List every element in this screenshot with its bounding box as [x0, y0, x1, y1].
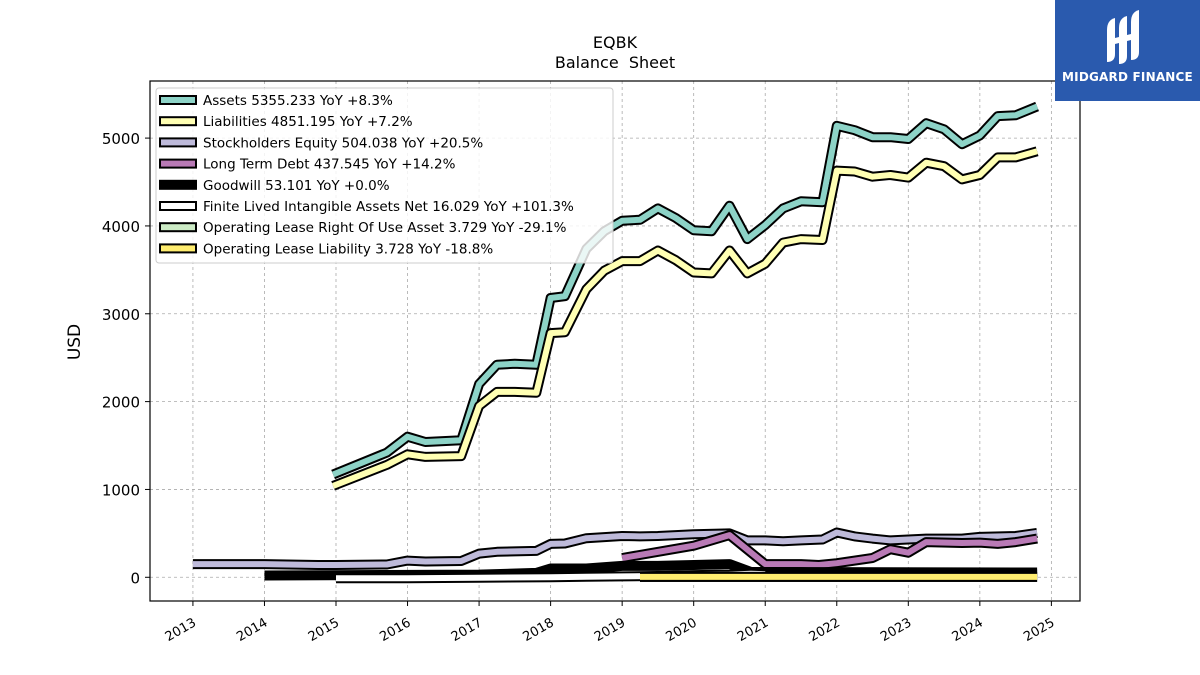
series-line — [332, 148, 1038, 489]
plot-frame — [149, 80, 1081, 602]
legend-label: Operating Lease Right Of Use Asset 3.729… — [203, 220, 567, 236]
legend-swatch — [159, 137, 197, 148]
legend-swatch — [159, 158, 197, 169]
x-tick-label: 2024 — [950, 615, 986, 645]
y-axis-label: USD — [65, 324, 85, 360]
legend-swatch — [159, 179, 197, 190]
legend-swatch — [159, 243, 197, 254]
legend-label: Assets 5355.233 YoY +8.3% — [203, 93, 393, 109]
x-tick-label: 2013 — [163, 615, 199, 645]
legend-label: Goodwill 53.101 YoY +0.0% — [203, 178, 390, 194]
series-line — [621, 532, 1038, 568]
series-0 — [331, 101, 1039, 480]
x-tick-label: 2025 — [1021, 615, 1057, 645]
y-tick-label: 5000 — [102, 130, 140, 148]
legend-item: Goodwill 53.101 YoY +0.0% — [159, 178, 390, 194]
legend-label: Long Term Debt 437.545 YoY +14.2% — [203, 157, 456, 173]
legend-label: Operating Lease Liability 3.728 YoY -18.… — [203, 241, 493, 257]
chart-subtitle: Balance Sheet — [555, 53, 675, 72]
legend-item: Liabilities 4851.195 YoY +7.2% — [159, 114, 413, 130]
series-layer — [192, 101, 1039, 584]
legend-swatch — [159, 222, 197, 233]
x-tick-label: 2020 — [664, 615, 700, 645]
chart-title: EQBK — [593, 33, 638, 52]
x-tick-label: 2019 — [592, 615, 628, 645]
brand-name: MIDGARD FINANCE — [1062, 70, 1193, 84]
x-tick-label: 2018 — [520, 615, 556, 645]
series-line — [331, 103, 1039, 478]
y-tick-label: 1000 — [102, 481, 140, 499]
x-tick-label: 2014 — [234, 615, 270, 645]
series-1 — [331, 146, 1039, 491]
legend-item: Operating Lease Liability 3.728 YoY -18.… — [159, 241, 493, 257]
series-2 — [192, 527, 1038, 570]
legend-label: Finite Lived Intangible Assets Net 16.02… — [203, 199, 574, 215]
x-tick-label: 2022 — [807, 615, 843, 645]
legend-swatch — [159, 201, 197, 211]
legend: Assets 5355.233 YoY +8.3% Liabilities 485… — [155, 87, 614, 264]
y-tick-label: 2000 — [102, 394, 140, 412]
x-tick-label: 2017 — [449, 615, 485, 645]
legend-label: Liabilities 4851.195 YoY +7.2% — [203, 114, 413, 130]
legend-swatch — [159, 116, 197, 127]
legend-item: Stockholders Equity 504.038 YoY +20.5% — [159, 135, 483, 151]
legend-box — [155, 87, 614, 264]
y-tick-label: 4000 — [102, 218, 140, 236]
legend-swatch — [159, 95, 197, 105]
y-tick-label: 0 — [130, 569, 140, 587]
legend-item: Long Term Debt 437.545 YoY +14.2% — [159, 157, 456, 173]
x-tick-label: 2021 — [735, 615, 771, 645]
series-3 — [621, 530, 1038, 570]
legend-item: Operating Lease Right Of Use Asset 3.729… — [159, 220, 567, 236]
series-line — [192, 529, 1038, 568]
legend-item: Finite Lived Intangible Assets Net 16.02… — [159, 199, 574, 215]
brand-mark-icon — [1107, 10, 1139, 64]
y-tick-label: 3000 — [102, 306, 140, 324]
x-tick-label: 2015 — [306, 615, 342, 645]
x-tick-label: 2016 — [377, 615, 413, 645]
brand-logo: MIDGARD FINANCE — [1055, 0, 1200, 101]
legend-item: Assets 5355.233 YoY +8.3% — [159, 93, 393, 109]
legend-label: Stockholders Equity 504.038 YoY +20.5% — [203, 135, 483, 151]
x-tick-label: 2023 — [878, 615, 914, 645]
